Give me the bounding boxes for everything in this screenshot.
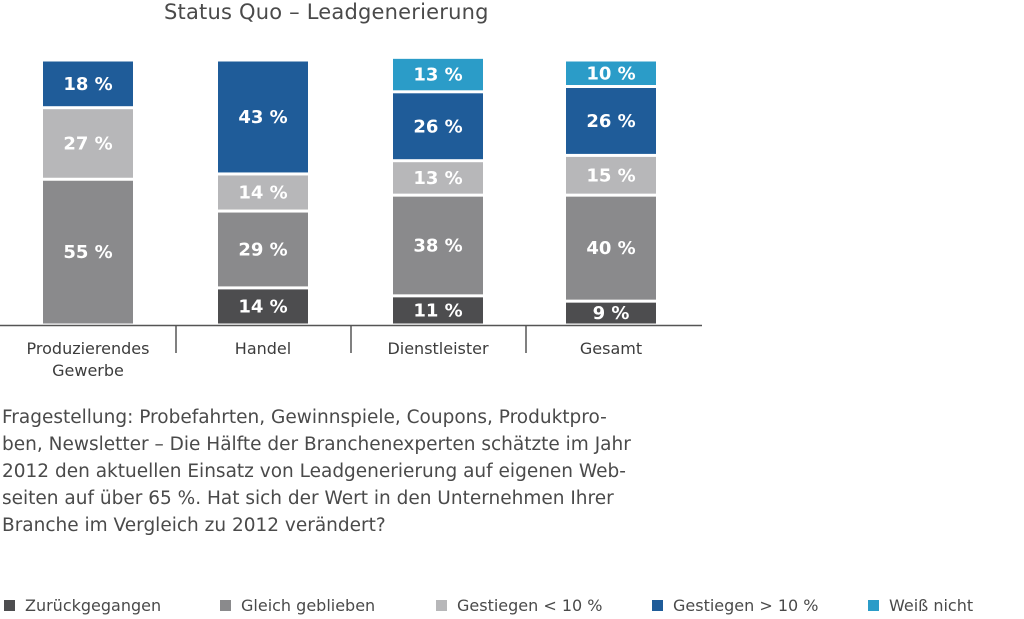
bar-value-label: 29 % <box>238 239 287 260</box>
legend-item: Gestiegen < 10 % <box>436 596 603 615</box>
bar-value-label: 13 % <box>413 65 462 86</box>
bar-value-label: 9 % <box>593 303 630 324</box>
question-text: Fragestellung: Probefahrten, Gewinnspiel… <box>2 404 722 539</box>
x-tick-label: Dienstleister <box>387 339 489 358</box>
legend-swatch <box>652 600 663 611</box>
question-line: 2012 den aktuellen Einsatz von Leadgener… <box>2 461 626 482</box>
bar-segment <box>566 61 656 85</box>
question-line: Branche im Vergleich zu 2012 verändert? <box>2 515 386 536</box>
legend-swatch <box>868 600 879 611</box>
bar-value-label: 27 % <box>63 133 112 154</box>
bar-value-label: 10 % <box>586 63 635 84</box>
bar-segment <box>43 61 133 107</box>
bar-segment <box>43 109 133 178</box>
legend-label: Gleich geblieben <box>241 596 376 615</box>
legend-label: Weiß nicht <box>889 596 974 615</box>
bar-segment <box>566 302 656 324</box>
stacked-bar-chart: 55 % 27 % 18 % Produzierendes Gewerbe 14 % 29 … <box>0 58 702 380</box>
bar-value-label: 14 % <box>238 296 287 317</box>
bar-value-label: 15 % <box>586 165 635 186</box>
legend-item: Gleich geblieben <box>220 596 375 615</box>
bar-segment <box>393 196 483 295</box>
bar-value-label: 40 % <box>586 238 635 259</box>
legend-label: Gestiegen > 10 % <box>673 596 819 615</box>
legend-label: Zurückgegangen <box>25 596 162 615</box>
legend-swatch <box>436 600 447 611</box>
x-tick-label: Handel <box>235 339 291 358</box>
x-tick-label: Gewerbe <box>52 361 124 380</box>
legend-item: Gestiegen > 10 % <box>652 596 819 615</box>
x-tick-label: Produzierendes <box>27 339 150 358</box>
legend-item: Zurückgegangen <box>4 596 161 615</box>
bar-value-label: 43 % <box>238 107 287 128</box>
legend-swatch <box>4 600 15 611</box>
bar-segment <box>393 297 483 324</box>
chart-legend: Zurückgegangen Gleich geblieben Gestiegen … <box>0 596 1024 616</box>
bar-value-label: 38 % <box>413 236 462 257</box>
bar-segment <box>393 93 483 160</box>
legend-label: Gestiegen < 10 % <box>457 596 603 615</box>
bar-value-label: 18 % <box>63 74 112 95</box>
bar-segment <box>218 175 308 210</box>
bar-value-label: 26 % <box>586 111 635 132</box>
bar-segment <box>218 212 308 287</box>
bar-segment <box>393 58 483 91</box>
bar-segment <box>393 162 483 194</box>
x-tick-label: Gesamt <box>580 339 642 358</box>
bar-value-label: 26 % <box>413 116 462 137</box>
bar-value-label: 14 % <box>238 183 287 204</box>
bar-segment <box>218 61 308 173</box>
bar-segment <box>566 156 656 194</box>
bar-value-label: 13 % <box>413 168 462 189</box>
bar-segment <box>218 289 308 324</box>
question-line: ben, Newsletter – Die Hälfte der Branche… <box>2 434 631 455</box>
legend-item: Weiß nicht <box>868 596 973 615</box>
question-line: Fragestellung: Probefahrten, Gewinnspiel… <box>2 407 607 428</box>
bar-segment <box>566 196 656 300</box>
bar-value-label: 11 % <box>413 300 462 321</box>
bar-value-label: 55 % <box>63 242 112 263</box>
bar-segment <box>43 180 133 324</box>
chart-title: Status Quo – Leadgenerierung <box>164 0 489 24</box>
legend-swatch <box>220 600 231 611</box>
question-line: seiten auf über 65 %. Hat sich der Wert … <box>2 488 614 509</box>
bar-segment <box>566 88 656 154</box>
